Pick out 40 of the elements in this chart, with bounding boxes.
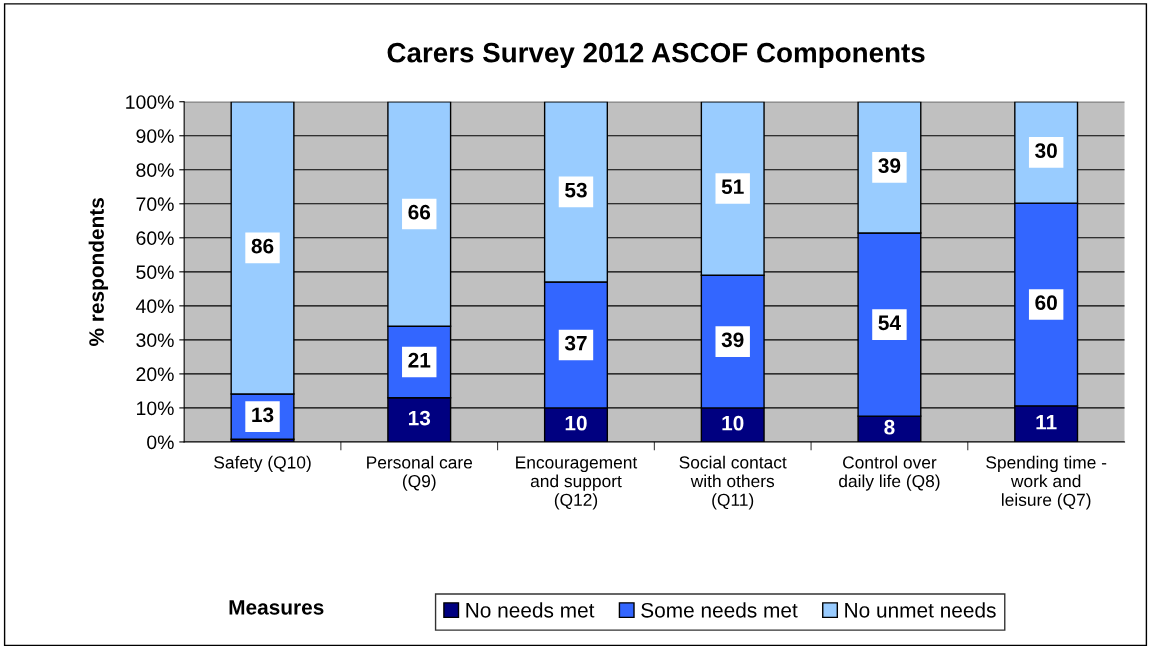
y-tick-label: 40% — [135, 299, 174, 314]
data-label: 13 — [408, 410, 431, 426]
data-label: 13 — [252, 407, 274, 423]
data-label: 60 — [1035, 295, 1057, 311]
data-label: 39 — [721, 332, 744, 348]
data-label: 86 — [251, 238, 274, 254]
data-label: 39 — [878, 158, 901, 174]
data-label: 10 — [722, 415, 744, 431]
data-label: 30 — [1035, 143, 1057, 159]
y-axis-title: % respondents — [88, 198, 109, 346]
x-axis-title: Measures — [229, 600, 324, 615]
y-tick-label: 10% — [137, 401, 174, 416]
legend-label: No needs met — [466, 602, 595, 618]
y-tick-label: 90% — [136, 129, 174, 143]
x-tick-label: Spending time - work and leisure (Q7) — [986, 455, 1107, 510]
x-tick-label: Social contact with others (Q11) — [679, 455, 787, 510]
data-label: 11 — [1036, 414, 1057, 430]
y-tick-label: 50% — [136, 265, 174, 280]
data-label: 53 — [565, 182, 587, 198]
legend-label: Some needs met — [641, 602, 798, 618]
data-label: 8 — [884, 419, 895, 435]
y-tick-label: 30% — [136, 333, 174, 348]
x-tick-label: Safety (Q10) — [214, 455, 311, 473]
y-tick-label: 0% — [147, 435, 174, 450]
x-tick-label: Control over daily life (Q8) — [839, 455, 940, 491]
chart-title: Carers Survey 2012 ASCOF Components — [387, 42, 925, 69]
y-tick-label: 20% — [136, 367, 174, 382]
data-label: 66 — [408, 204, 431, 220]
y-tick-label: 70% — [136, 197, 174, 212]
data-label: 21 — [408, 352, 431, 368]
x-tick-label: Personal care (Q9) — [367, 455, 473, 491]
data-label: 37 — [564, 335, 587, 351]
y-tick-label: 60% — [136, 231, 174, 246]
y-tick-label: 100% — [126, 95, 174, 109]
legend-label: No unmet needs — [845, 602, 996, 618]
data-label: 54 — [878, 315, 901, 331]
data-label: 10 — [565, 415, 587, 431]
x-tick-label: Encouragement and support (Q12) — [516, 456, 638, 510]
y-tick-label: 80% — [136, 163, 174, 178]
data-label: 51 — [721, 179, 744, 195]
